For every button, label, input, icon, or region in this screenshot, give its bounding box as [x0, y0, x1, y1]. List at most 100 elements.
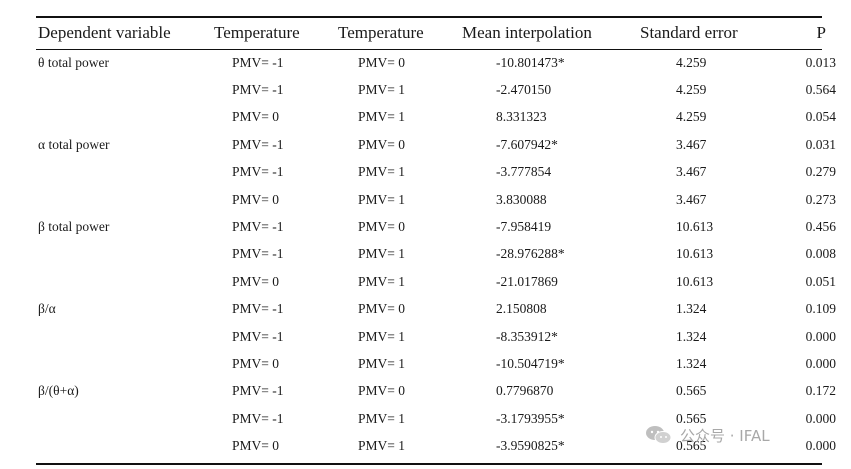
cell-p: 0.051 — [805, 273, 836, 289]
cell-dependent-variable: β total power — [38, 219, 110, 235]
cell-temperature-2: PMV= 1 — [358, 273, 405, 289]
cell-dependent-variable: β/α — [38, 301, 56, 317]
cell-standard-error: 3.467 — [676, 136, 707, 152]
table-row: θ total power PMV= -1 PMV= 0 -10.801473* 4.2… — [36, 49, 840, 76]
cell-temperature-2: PMV= 0 — [358, 54, 405, 70]
cell-dependent-variable — [36, 323, 214, 350]
cell-temperature-2: PMV= 1 — [358, 328, 405, 344]
cell-p: 0.172 — [805, 383, 836, 399]
watermark-text: 公众号 · IFAL — [680, 426, 770, 445]
cell-temperature-1: PMV= 0 — [232, 109, 279, 125]
cell-standard-error: 10.613 — [676, 246, 714, 262]
cell-temperature-2: PMV= 0 — [358, 136, 405, 152]
header-dependent-variable: Dependent variable — [38, 23, 171, 42]
cell-temperature-2: PMV= 1 — [358, 438, 405, 454]
table-row: PMV= 0 PMV= 1 -10.504719* 1.324 0.000 — [36, 350, 840, 377]
wechat-icon — [646, 426, 672, 444]
cell-mean-interpolation: -10.801473* — [496, 54, 565, 70]
cell-p: 0.000 — [805, 355, 836, 371]
cell-p: 0.008 — [805, 246, 836, 262]
cell-mean-interpolation: 2.150808 — [496, 301, 547, 317]
cell-temperature-1: PMV= 0 — [232, 438, 279, 454]
cell-p: 0.564 — [805, 82, 836, 98]
table-row: PMV= -1 PMV= 1 -8.353912* 1.324 0.000 — [36, 323, 840, 350]
cell-temperature-1: PMV= -1 — [232, 164, 284, 180]
cell-mean-interpolation: -3.1793955* — [496, 410, 565, 426]
table-row: β total power PMV= -1 PMV= 0 -7.958419 10.61… — [36, 213, 840, 240]
cell-p: 0.456 — [805, 219, 836, 235]
cell-mean-interpolation: 3.830088 — [496, 191, 547, 207]
cell-temperature-1: PMV= -1 — [232, 54, 284, 70]
cell-standard-error: 0.565 — [676, 438, 707, 454]
cell-temperature-2: PMV= 1 — [358, 164, 405, 180]
table-row: PMV= 0 PMV= 1 -21.017869 10.613 0.051 — [36, 268, 840, 295]
cell-mean-interpolation: -28.976288* — [496, 246, 565, 262]
cell-temperature-1: PMV= 0 — [232, 191, 279, 207]
cell-temperature-1: PMV= -1 — [232, 383, 284, 399]
cell-mean-interpolation: -3.777854 — [496, 164, 552, 180]
cell-dependent-variable — [36, 241, 214, 268]
cell-temperature-2: PMV= 1 — [358, 82, 405, 98]
cell-p: 0.054 — [805, 109, 836, 125]
header-standard-error: Standard error — [640, 23, 738, 42]
cell-standard-error: 1.324 — [676, 301, 707, 317]
cell-mean-interpolation: -7.958419 — [496, 219, 552, 235]
table-top-rule — [36, 16, 822, 18]
cell-p: 0.109 — [805, 301, 836, 317]
cell-temperature-2: PMV= 1 — [358, 191, 405, 207]
table-header-rule — [36, 49, 822, 50]
cell-temperature-1: PMV= 0 — [232, 273, 279, 289]
cell-standard-error: 10.613 — [676, 273, 714, 289]
cell-standard-error: 4.259 — [676, 82, 707, 98]
cell-standard-error: 10.613 — [676, 219, 714, 235]
table-row: PMV= 0 PMV= 1 -3.9590825* 0.565 0.000 — [36, 432, 840, 459]
cell-temperature-2: PMV= 1 — [358, 410, 405, 426]
cell-temperature-1: PMV= 0 — [232, 355, 279, 371]
cell-p: 0.000 — [805, 438, 836, 454]
cell-temperature-2: PMV= 0 — [358, 301, 405, 317]
cell-mean-interpolation: -3.9590825* — [496, 438, 565, 454]
table-row: β/(θ+α) PMV= -1 PMV= 0 0.7796870 0.565 0.172 — [36, 378, 840, 405]
cell-dependent-variable — [36, 432, 214, 459]
table-header-row: Dependent variable Temperature Temperatu… — [36, 17, 840, 49]
cell-p: 0.000 — [805, 410, 836, 426]
cell-dependent-variable — [36, 159, 214, 186]
cell-temperature-2: PMV= 0 — [358, 219, 405, 235]
cell-mean-interpolation: -21.017869 — [496, 273, 558, 289]
header-mean-interpolation: Mean interpolation — [462, 23, 592, 42]
cell-p: 0.031 — [805, 136, 836, 152]
table-body: θ total power PMV= -1 PMV= 0 -10.801473* 4.2… — [36, 49, 840, 460]
table-row: PMV= -1 PMV= 1 -2.470150 4.259 0.564 — [36, 76, 840, 103]
cell-temperature-1: PMV= -1 — [232, 82, 284, 98]
cell-dependent-variable — [36, 350, 214, 377]
cell-dependent-variable: θ total power — [38, 54, 109, 70]
table-row: β/α PMV= -1 PMV= 0 2.150808 1.324 0.109 — [36, 296, 840, 323]
cell-mean-interpolation: -7.607942* — [496, 136, 558, 152]
cell-mean-interpolation: -2.470150 — [496, 82, 552, 98]
cell-standard-error: 1.324 — [676, 328, 707, 344]
cell-temperature-2: PMV= 0 — [358, 383, 405, 399]
cell-mean-interpolation: 0.7796870 — [496, 383, 554, 399]
cell-dependent-variable — [36, 268, 214, 295]
cell-temperature-1: PMV= -1 — [232, 328, 284, 344]
cell-dependent-variable: β/(θ+α) — [38, 383, 79, 399]
cell-standard-error: 1.324 — [676, 355, 707, 371]
cell-dependent-variable — [36, 186, 214, 213]
cell-p: 0.273 — [805, 191, 836, 207]
cell-mean-interpolation: -8.353912* — [496, 328, 558, 344]
cell-mean-interpolation: 8.331323 — [496, 109, 547, 125]
cell-dependent-variable — [36, 405, 214, 432]
table-row: α total power PMV= -1 PMV= 0 -7.607942* 3.46… — [36, 131, 840, 158]
cell-standard-error: 4.259 — [676, 54, 707, 70]
table-bottom-rule — [36, 463, 822, 465]
cell-standard-error: 4.259 — [676, 109, 707, 125]
cell-p: 0.279 — [805, 164, 836, 180]
header-p: P — [816, 23, 826, 42]
posthoc-comparison-table: Dependent variable Temperature Temperatu… — [36, 17, 840, 460]
table-row: PMV= -1 PMV= 1 -3.777854 3.467 0.279 — [36, 159, 840, 186]
cell-dependent-variable: α total power — [38, 136, 110, 152]
cell-dependent-variable — [36, 76, 214, 103]
cell-standard-error: 3.467 — [676, 164, 707, 180]
cell-dependent-variable — [36, 104, 214, 131]
